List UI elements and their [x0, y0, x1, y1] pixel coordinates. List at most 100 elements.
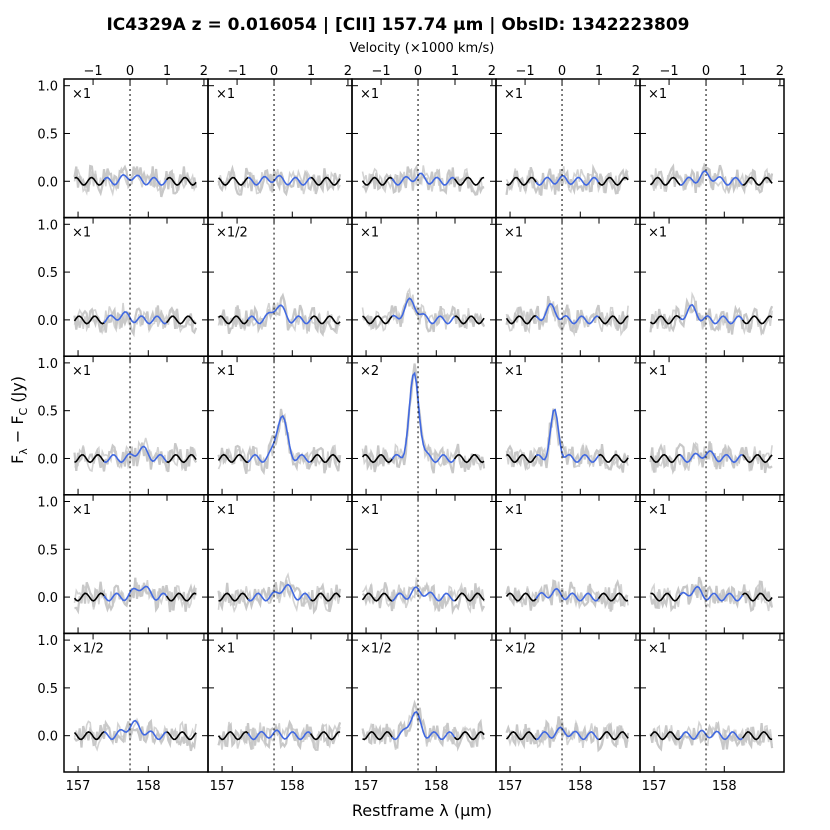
- continuum-line: [361, 176, 395, 186]
- y-tick-label: 0.5: [37, 266, 58, 281]
- raw-spectrum-trace: [73, 717, 197, 752]
- spectrum-panel: ×1: [495, 355, 641, 496]
- line-fit-trace: [247, 583, 312, 602]
- line-fit-trace: [679, 729, 743, 741]
- raw-spectrum-trace: [505, 408, 630, 473]
- continuum-line: [310, 176, 341, 186]
- panel-scale-label: ×1/2: [72, 641, 104, 656]
- continuum-line: [597, 315, 629, 325]
- continuum-line: [361, 453, 395, 464]
- continuum-line: [218, 315, 251, 325]
- continuum-line: [309, 453, 341, 464]
- spectrum-panel: ×1 0.0 0.5 1.0: [37, 216, 209, 357]
- panel-scale-label: ×1: [216, 87, 235, 102]
- panel-scale-label: ×1: [648, 503, 667, 518]
- continuum-line: [74, 453, 107, 464]
- panel-scale-label: ×1: [360, 87, 379, 102]
- panel-scale-label: ×1: [360, 503, 379, 518]
- continuum-line: [454, 592, 485, 602]
- y-tick-label: 0.5: [37, 682, 58, 697]
- x-tick-label: 157: [498, 779, 523, 794]
- line-fit-trace: [535, 726, 599, 741]
- velocity-tick-label: 2: [632, 64, 640, 79]
- y-tick-label: 1.0: [37, 357, 58, 372]
- continuum-line: [73, 315, 107, 325]
- line-fit-trace: [103, 719, 167, 741]
- line-fit-trace: [391, 586, 455, 602]
- continuum-line: [218, 592, 251, 602]
- velocity-tick-label: 0: [702, 64, 710, 79]
- continuum-line: [505, 592, 539, 602]
- x-tick-label: 158: [424, 779, 449, 794]
- line-fit-trace: [535, 408, 600, 463]
- panel-scale-label: ×1/2: [504, 641, 536, 656]
- continuum-line: [453, 453, 485, 464]
- continuum-line: [598, 453, 629, 463]
- x-axis-label: Restframe λ (µm): [352, 801, 492, 820]
- spectrum-panel: ×1: [639, 216, 785, 357]
- panel-scale-label: ×1: [648, 364, 667, 379]
- velocity-tick-label: 1: [451, 64, 459, 79]
- velocity-tick-label: −1: [515, 64, 534, 79]
- raw-spectrum-trace: [649, 441, 773, 473]
- raw-spectrum-trace: [361, 287, 485, 332]
- velocity-tick-label: 2: [776, 64, 784, 79]
- x-tick-label: 157: [66, 779, 91, 794]
- line-fit-trace: [679, 170, 744, 186]
- panel-scale-label: ×1: [648, 641, 667, 656]
- line-fit-trace: [679, 450, 743, 464]
- panel-scale-label: ×2: [360, 364, 379, 379]
- spectrum-panel: ×1: [351, 216, 497, 357]
- continuum-line: [741, 453, 773, 464]
- panel-frame: [639, 632, 785, 773]
- spectrum-panel: ×1: [495, 216, 641, 357]
- line-fit-trace: [535, 303, 599, 325]
- line-fit-trace: [247, 414, 311, 463]
- continuum-line: [309, 315, 341, 325]
- continuum-line: [361, 592, 395, 602]
- line-fit-trace: [391, 172, 455, 186]
- velocity-tick-label: 2: [200, 64, 208, 79]
- velocity-tick-label: 1: [163, 64, 171, 79]
- velocity-tick-label: 0: [270, 64, 278, 79]
- line-fit-trace: [535, 587, 600, 602]
- y-tick-label: 1.0: [37, 634, 58, 649]
- x-tick-label: 157: [354, 779, 379, 794]
- line-fit-trace: [247, 729, 312, 741]
- raw-spectrum-trace: [649, 291, 773, 336]
- continuum-line: [649, 176, 682, 186]
- continuum-line: [166, 731, 197, 741]
- line-fit-trace: [103, 585, 168, 602]
- y-tick-label: 0.0: [37, 591, 58, 606]
- spectrum-panel: ×1: [639, 355, 785, 496]
- line-fit-trace: [391, 297, 456, 325]
- continuum-line: [453, 731, 485, 741]
- x-tick-label: 158: [136, 779, 161, 794]
- raw-spectrum-trace: [505, 300, 629, 338]
- spectrum-panel: ×1 −1 0 1 2: [351, 64, 497, 219]
- chart-title: IC4329A z = 0.016054 | [CII] 157.74 µm |…: [106, 15, 689, 35]
- line-fit-trace: [391, 371, 456, 464]
- continuum-line: [741, 731, 773, 741]
- panel-scale-label: ×1: [72, 87, 91, 102]
- velocity-tick-label: −1: [227, 64, 246, 79]
- velocity-tick-label: 2: [488, 64, 496, 79]
- continuum-line: [505, 315, 539, 325]
- panel-scale-label: ×1: [72, 226, 91, 241]
- continuum-line: [597, 176, 629, 187]
- continuum-line: [741, 315, 773, 325]
- raw-spectrum-trace: [649, 720, 773, 748]
- line-fit-trace: [103, 173, 168, 186]
- continuum-line: [506, 176, 539, 187]
- panel-scale-label: ×1/2: [360, 641, 392, 656]
- velocity-tick-label: 0: [126, 64, 134, 79]
- raw-spectrum-trace: [217, 164, 342, 197]
- raw-spectrum-trace: [505, 581, 629, 611]
- y-tick-label: 0.5: [37, 127, 58, 142]
- continuum-line: [165, 315, 197, 325]
- panel-scale-label: ×1: [504, 226, 523, 241]
- velocity-tick-label: −1: [83, 64, 102, 79]
- continuum-line: [166, 453, 197, 464]
- spectrum-panel: ×1/2 157 158: [495, 632, 641, 794]
- panel-scale-label: ×1: [216, 641, 235, 656]
